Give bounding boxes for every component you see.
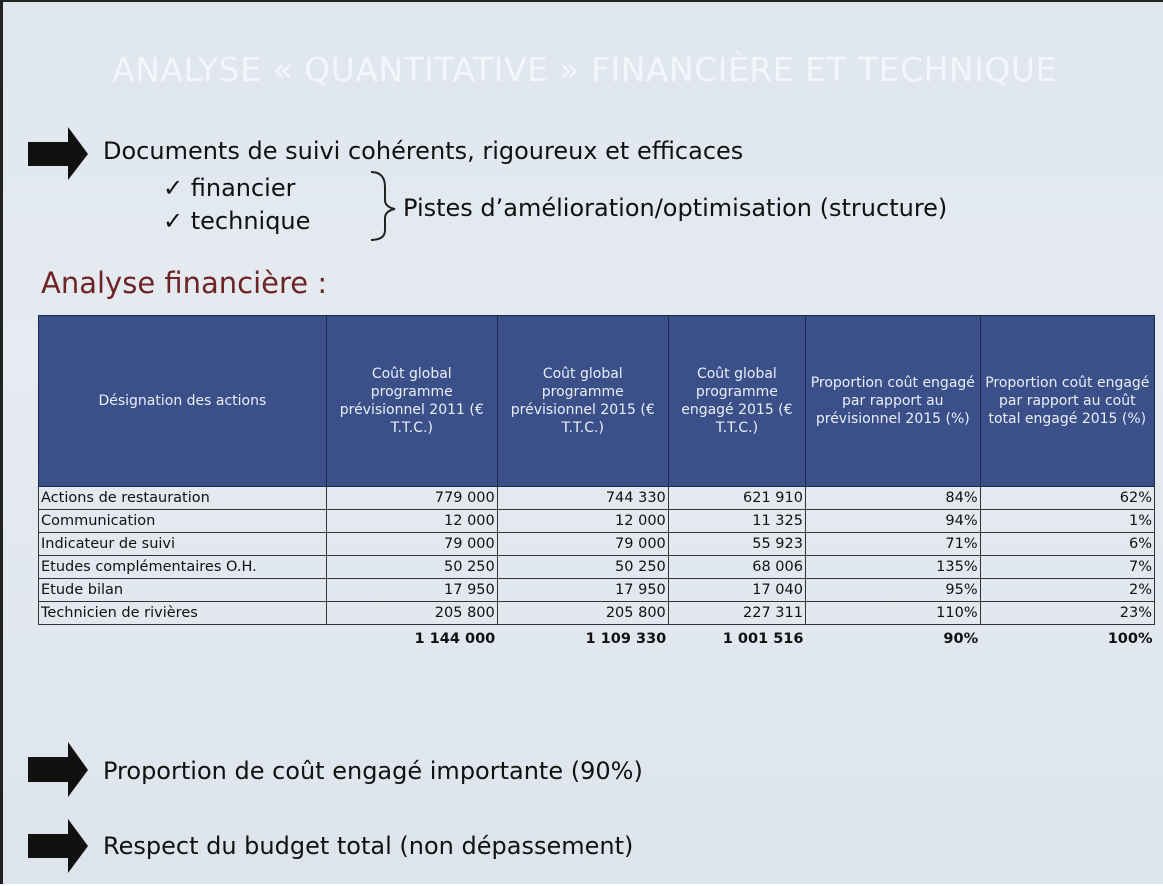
table-cell: Etudes complémentaires O.H. xyxy=(38,555,327,579)
table-row: Technicien de rivières 205 800 205 800 227 … xyxy=(38,601,1156,625)
table-cell: 62% xyxy=(980,486,1156,510)
finance-table: Désignation des actions Coût global progr… xyxy=(38,315,1156,654)
table-cell: 2% xyxy=(980,578,1156,602)
total-cell: 100% xyxy=(1107,631,1153,647)
table-cell: 1% xyxy=(980,509,1156,533)
table-cell: 23% xyxy=(980,601,1156,625)
table-cell: 55 923 xyxy=(668,532,806,556)
conclusion: Respect du budget total (non dépassement… xyxy=(103,832,634,860)
table-cell: 50 250 xyxy=(497,555,669,579)
column-header: Coût global programme prévisionnel 2011 … xyxy=(325,315,498,487)
intro-heading: Documents de suivi cohérents, rigoureux … xyxy=(103,137,744,165)
table-cell: Etude bilan xyxy=(38,578,327,602)
table-cell: 79 000 xyxy=(326,532,498,556)
table-cell: 135% xyxy=(805,555,981,579)
table-cell: 68 006 xyxy=(668,555,806,579)
table-cell: 84% xyxy=(805,486,981,510)
table-cell: 71% xyxy=(805,532,981,556)
section-title: Analyse financière : xyxy=(41,266,328,300)
table-cell: 79 000 xyxy=(497,532,669,556)
table-cell: 17 040 xyxy=(668,578,806,602)
table-cell: 17 950 xyxy=(497,578,669,602)
table-cell: 779 000 xyxy=(326,486,498,510)
table-row: Communication 12 000 12 000 11 325 94% 1% xyxy=(38,509,1156,533)
table-cell: Actions de restauration xyxy=(38,486,327,510)
table-cell: Indicateur de suivi xyxy=(38,532,327,556)
total-cell: 1 144 000 xyxy=(414,631,496,647)
column-header: Proportion coût engagé par rapport au pr… xyxy=(804,315,981,487)
header-row: Désignation des actions Coût global progr… xyxy=(38,315,1156,487)
column-header: Proportion coût engagé par rapport au co… xyxy=(979,315,1156,487)
column-header: Coût global programme engagé 2015 (€ T.T… xyxy=(667,315,806,487)
table-cell: 11 325 xyxy=(668,509,806,533)
table-row: Etudes complémentaires O.H. 50 250 50 250 6… xyxy=(38,555,1156,579)
total-cell: 1 001 516 xyxy=(722,631,804,647)
decorations xyxy=(28,127,396,873)
table-cell: 7% xyxy=(980,555,1156,579)
slide-title: ANALYSE « QUANTITATIVE » FINANCIÈRE ET T… xyxy=(112,50,1057,89)
total-row: 1 144 000 1 109 330 1 001 516 90% 100% xyxy=(39,625,1155,654)
table-cell: 621 910 xyxy=(668,486,806,510)
intro-item: ✓ financier xyxy=(163,174,296,202)
table-cell: 744 330 xyxy=(497,486,669,510)
total-cell: 90% xyxy=(943,631,979,647)
table-cell: 205 800 xyxy=(497,601,669,625)
table-cell: 94% xyxy=(805,509,981,533)
table-cell: 227 311 xyxy=(668,601,806,625)
table-cell: 205 800 xyxy=(326,601,498,625)
intro-item: ✓ technique xyxy=(163,207,311,235)
column-header: Désignation des actions xyxy=(38,315,327,487)
column-header: Coût global programme prévisionnel 2015 … xyxy=(496,315,669,487)
table-cell: 17 950 xyxy=(326,578,498,602)
table-cell: 110% xyxy=(805,601,981,625)
table-row: Etude bilan 17 950 17 950 17 040 95% 2% xyxy=(38,578,1156,602)
table-cell: 12 000 xyxy=(497,509,669,533)
table-cell: 6% xyxy=(980,532,1156,556)
table-row: Actions de restauration 779 000 744 330 621… xyxy=(38,486,1156,510)
table-cell: 50 250 xyxy=(326,555,498,579)
conclusion: Proportion de coût engagé importante (90… xyxy=(103,757,643,785)
table-row: Indicateur de suivi 79 000 79 000 55 923 71%… xyxy=(38,532,1156,556)
bracket xyxy=(370,171,396,241)
arrows xyxy=(28,127,88,873)
table-cell xyxy=(39,625,327,654)
intro-note: Pistes d’amélioration/optimisation (stru… xyxy=(403,194,948,222)
table-cell: 12 000 xyxy=(326,509,498,533)
table-cell: 95% xyxy=(805,578,981,602)
table-cell: Technicien de rivières xyxy=(38,601,327,625)
total-cell: 1 109 330 xyxy=(585,631,667,647)
table-cell: Communication xyxy=(38,509,327,533)
